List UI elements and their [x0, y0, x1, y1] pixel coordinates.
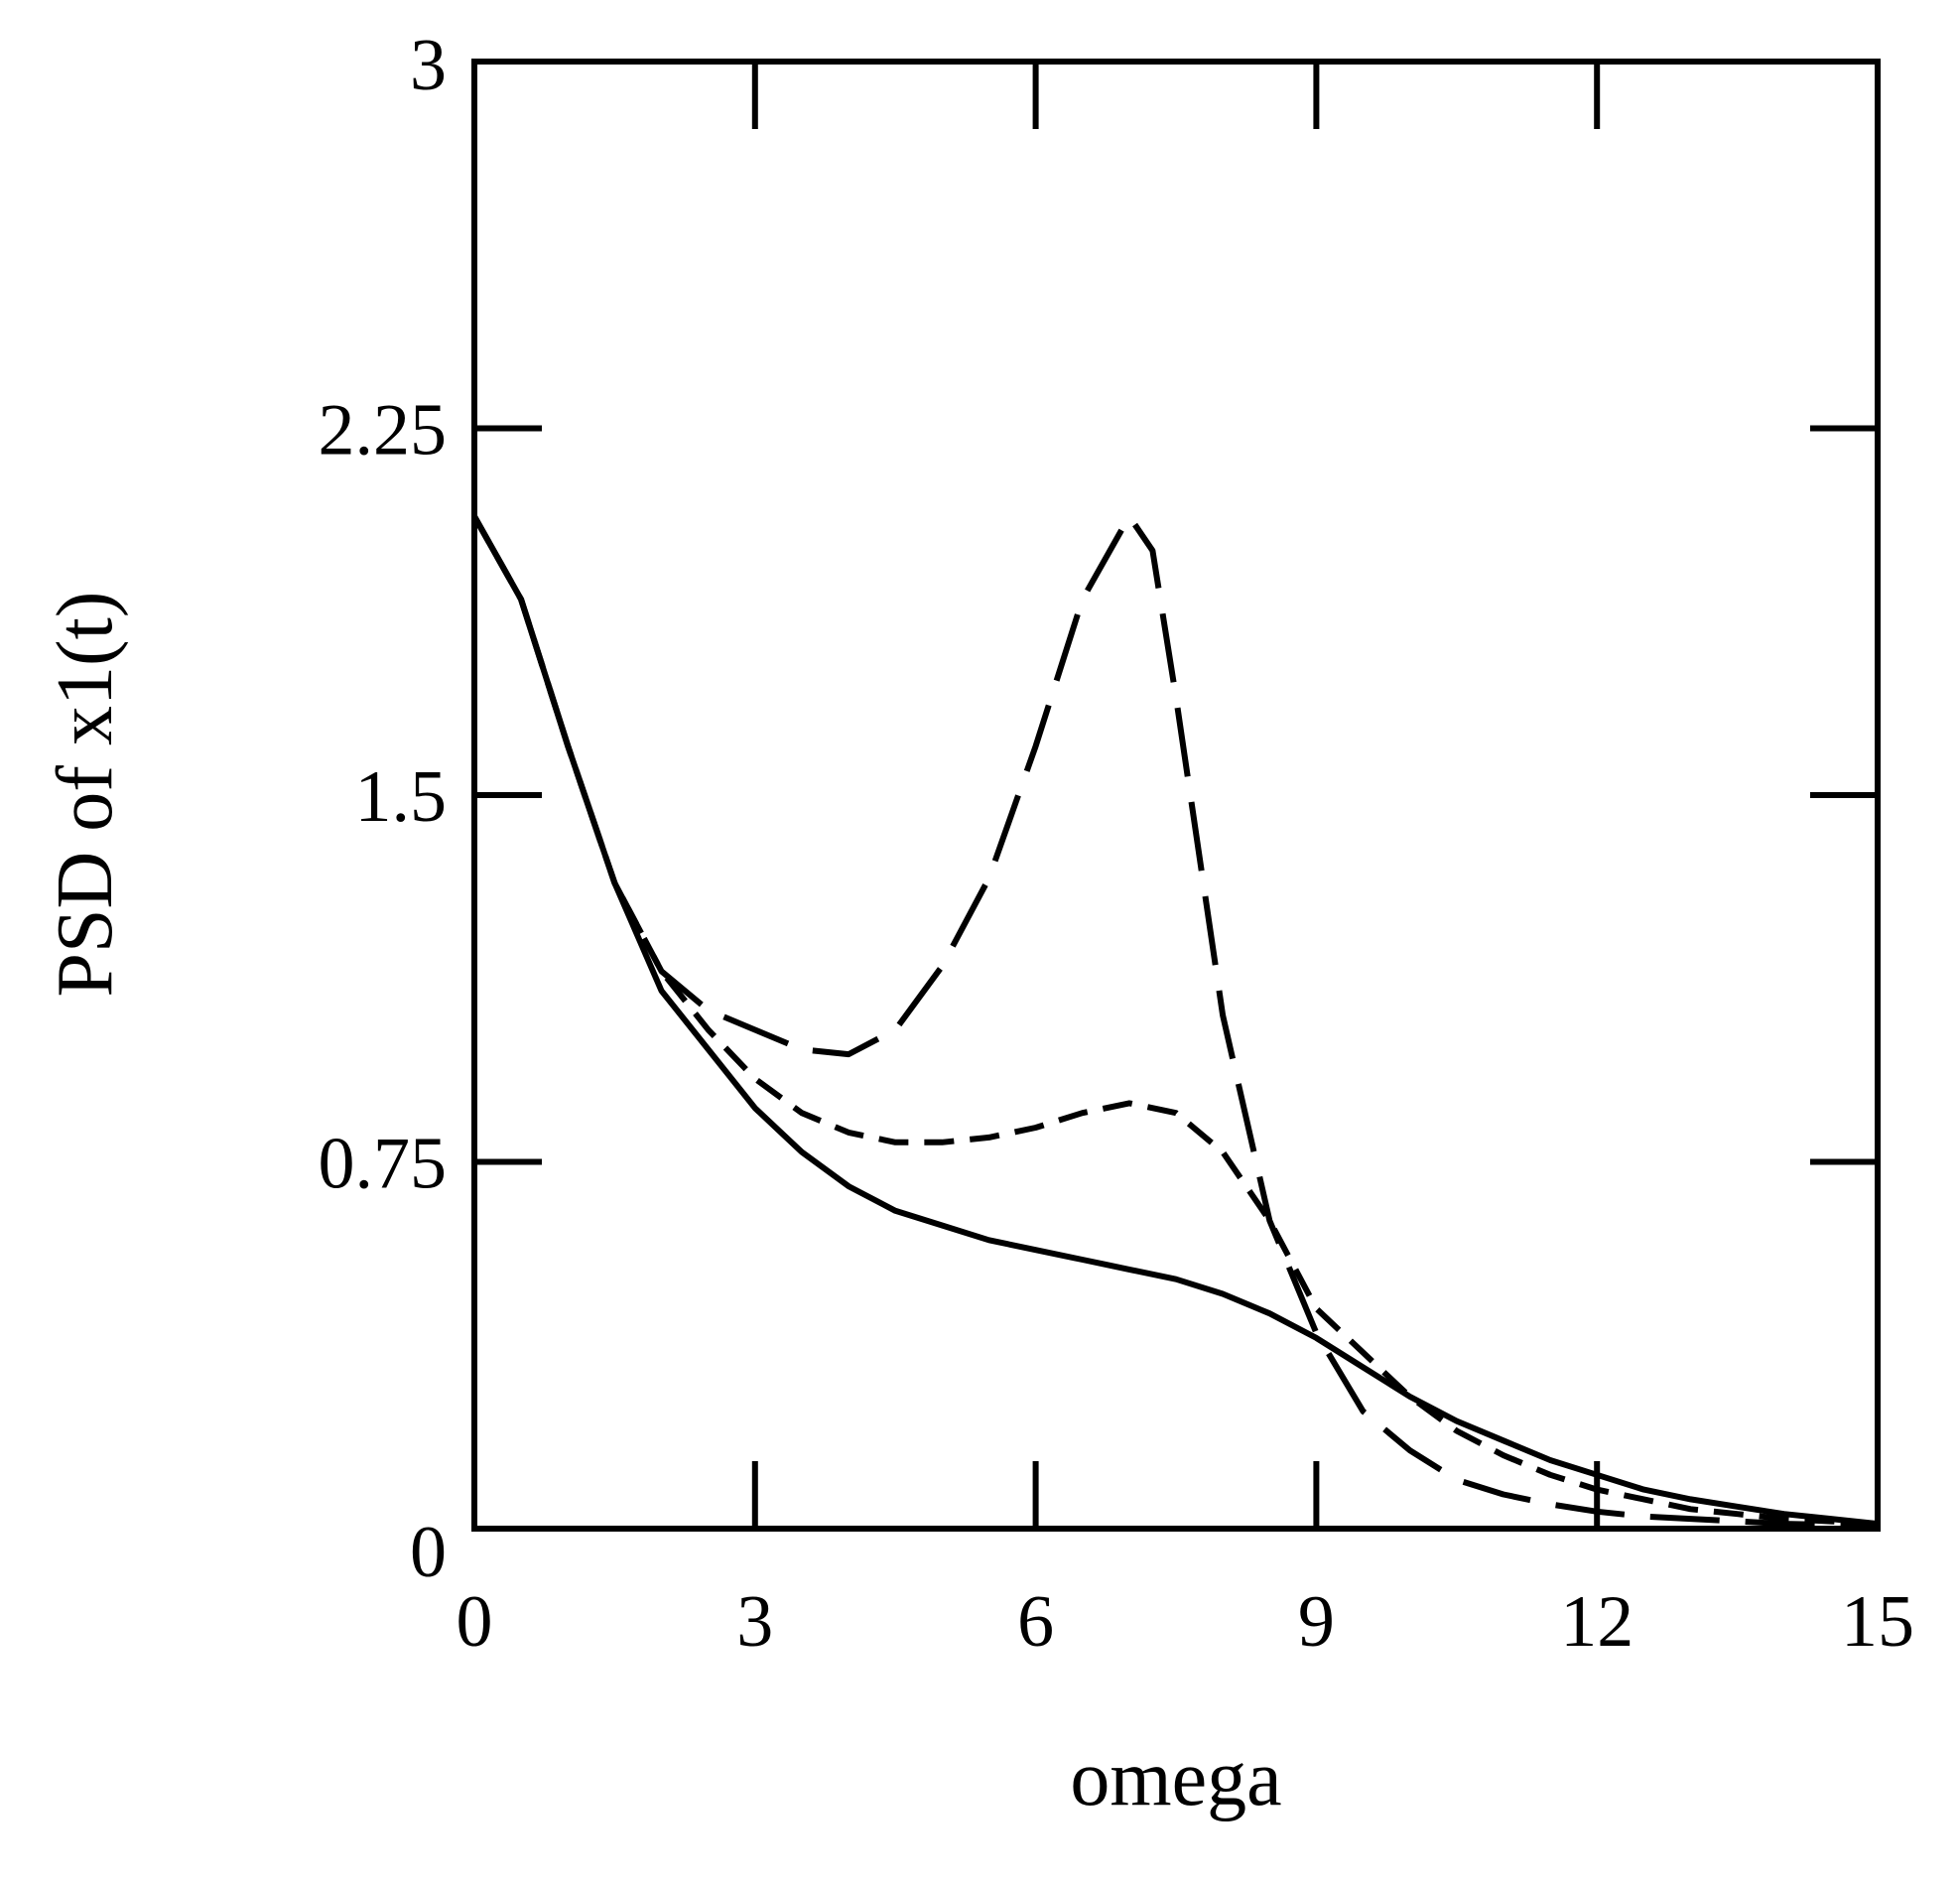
x-tick-label: 9	[1298, 1581, 1335, 1663]
x-tick-label: 3	[736, 1581, 773, 1663]
y-tick-label: 3	[410, 25, 447, 106]
series-line-solid	[471, 514, 1879, 1528]
x-tick-label: 12	[1560, 1581, 1633, 1663]
y-tick-label: 1.5	[355, 756, 448, 838]
y-tick-label: 0.75	[319, 1124, 448, 1205]
labels-layer: 0 3 6 9 12 15 0 0.75 1.5 2.25 3	[319, 25, 1915, 1663]
x-tick-label: 0	[457, 1581, 493, 1663]
ticks-layer	[474, 62, 1878, 1529]
y-tick-label: 0	[410, 1512, 447, 1593]
y-axis-title: PSD of x1(t)	[42, 592, 129, 998]
x-tick-label: 6	[1017, 1581, 1054, 1663]
series-line-short-dashed	[471, 514, 1879, 1528]
x-tick-label: 15	[1841, 1581, 1914, 1663]
series-layer	[471, 513, 1879, 1530]
plot-frame	[471, 59, 1881, 1532]
x-axis-title: omega	[1070, 1735, 1281, 1822]
y-tick-label: 2.25	[319, 390, 448, 471]
